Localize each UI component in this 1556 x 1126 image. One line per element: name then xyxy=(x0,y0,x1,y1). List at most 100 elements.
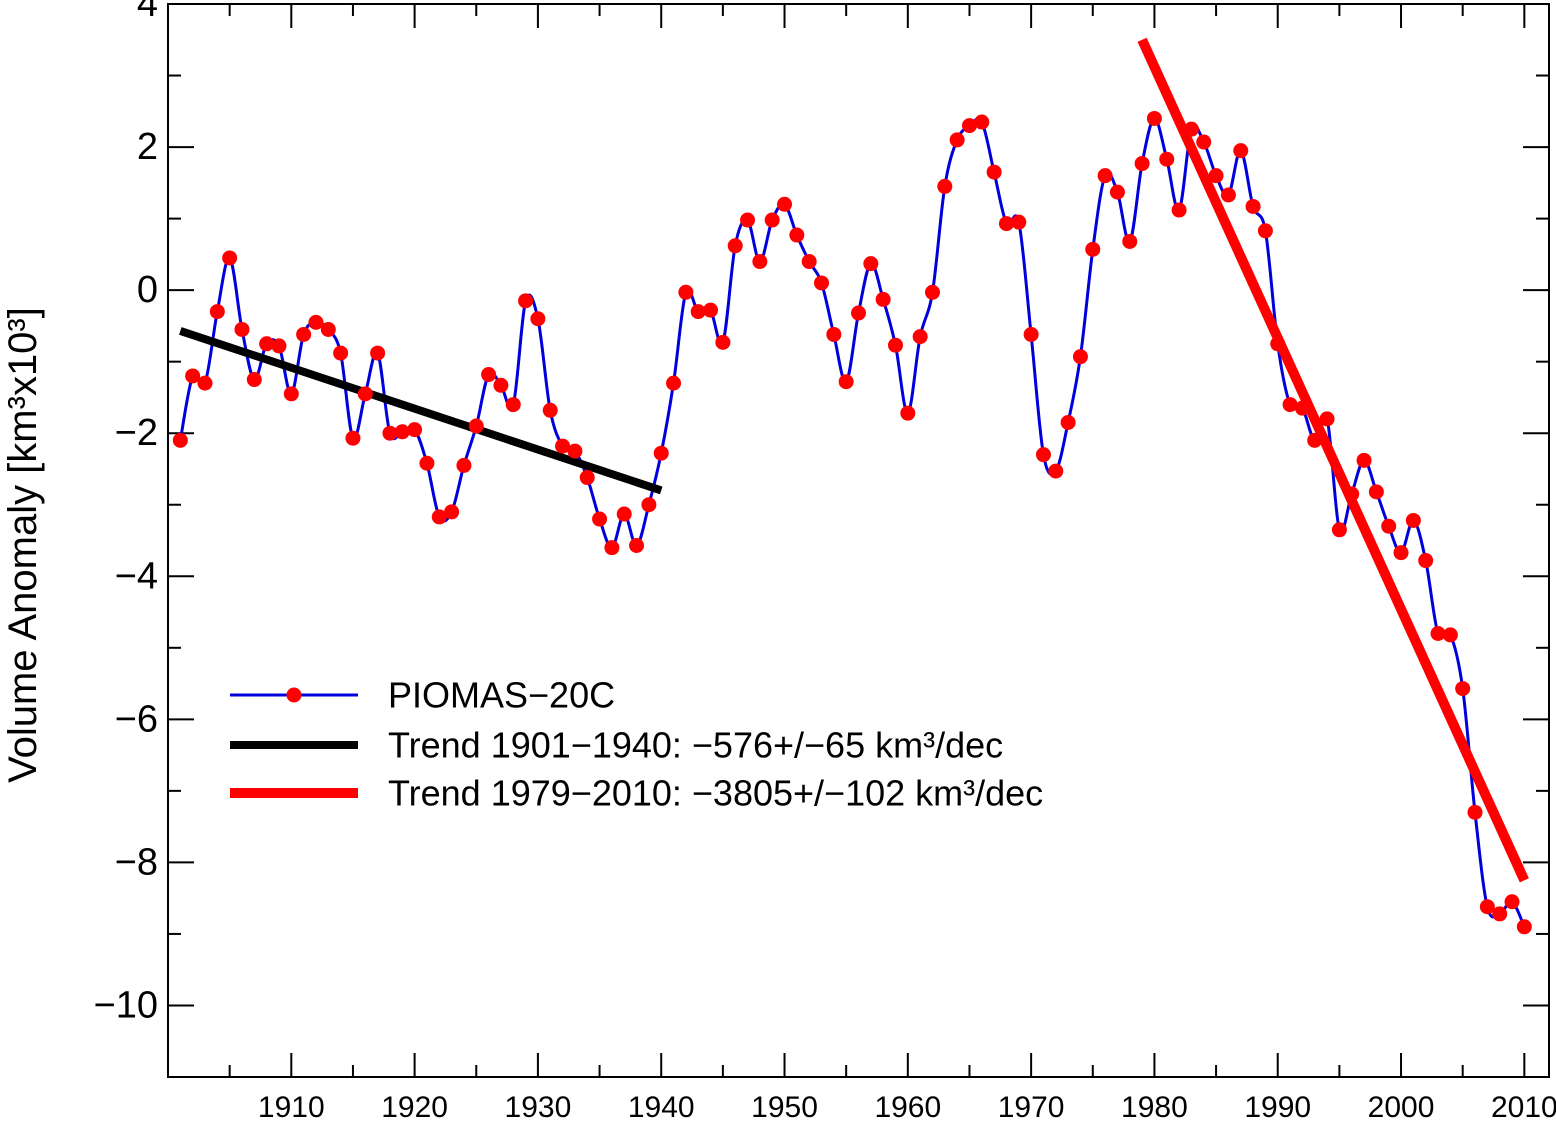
data-point xyxy=(197,375,213,391)
data-point xyxy=(1294,400,1310,416)
data-point xyxy=(345,430,361,446)
data-point xyxy=(937,178,953,194)
data-point xyxy=(1418,553,1434,569)
data-point xyxy=(777,196,793,212)
data-point xyxy=(222,250,238,266)
data-point xyxy=(555,438,571,454)
y-tick-label: −8 xyxy=(115,841,158,883)
data-point xyxy=(1048,463,1064,479)
y-tick-label: 2 xyxy=(137,126,158,168)
plot-frame xyxy=(167,3,1550,1078)
data-point xyxy=(986,164,1002,180)
y-tick-label: 4 xyxy=(137,0,158,25)
data-point xyxy=(333,345,349,361)
data-point xyxy=(900,405,916,421)
data-point xyxy=(382,425,398,441)
data-point xyxy=(283,386,299,402)
data-point xyxy=(604,540,620,556)
data-point xyxy=(851,305,866,321)
y-tick-label: −4 xyxy=(115,555,158,597)
data-point xyxy=(1504,894,1520,910)
data-point xyxy=(1072,349,1088,365)
label-layer: Volume Anomaly [km³x10³] xyxy=(1,307,45,783)
data-point xyxy=(1319,411,1335,427)
data-point xyxy=(740,212,756,228)
data-point xyxy=(801,254,817,270)
x-tick-label: 1980 xyxy=(1121,1091,1188,1124)
data-point xyxy=(1270,336,1286,352)
x-tick-label: 1990 xyxy=(1244,1091,1311,1124)
data-point xyxy=(838,374,854,390)
x-tick-label: 1940 xyxy=(628,1091,695,1124)
data-point xyxy=(320,321,336,337)
data-point xyxy=(1085,241,1101,257)
data-point xyxy=(1159,151,1175,167)
data-point xyxy=(1455,681,1471,697)
data-point xyxy=(641,497,657,513)
data-point xyxy=(764,212,780,228)
data-point xyxy=(1356,452,1372,468)
data-point xyxy=(1393,545,1409,561)
data-point xyxy=(357,386,373,402)
data-point xyxy=(1220,187,1236,203)
data-point xyxy=(431,509,447,525)
data-point xyxy=(394,424,410,440)
data-point xyxy=(1060,414,1076,430)
data-point xyxy=(1146,110,1162,126)
y-tick-label: −2 xyxy=(115,412,158,454)
data-point xyxy=(616,506,632,522)
data-point xyxy=(1233,143,1249,159)
axes-layer: 4 2 0 −2 −4 −6 −8 −10 1910 1920 1930 1940 1950 1960 19… xyxy=(94,0,1556,1124)
data-point xyxy=(1196,134,1212,150)
data-point xyxy=(271,338,287,354)
data-point xyxy=(1183,121,1199,137)
data-point xyxy=(493,377,509,393)
data-point xyxy=(456,457,472,473)
legend-label: PIOMAS−20C xyxy=(388,675,615,716)
data-point xyxy=(419,455,435,471)
data-point xyxy=(579,470,595,486)
y-axis-label: Volume Anomaly [km³x10³] xyxy=(1,307,45,783)
data-point xyxy=(727,238,743,254)
data-point xyxy=(863,256,879,272)
y-tick-label: −10 xyxy=(94,984,158,1026)
data-point xyxy=(1331,522,1347,538)
data-point xyxy=(703,302,719,318)
data-point xyxy=(1442,627,1458,643)
data-point xyxy=(887,337,903,353)
data-point xyxy=(752,254,768,270)
data-point xyxy=(234,321,250,337)
legend-label: Trend 1979−2010: −3805+/−102 km³/dec xyxy=(388,773,1043,814)
y-tick-label: −6 xyxy=(115,698,158,740)
legend-marker-piomas xyxy=(286,687,302,703)
data-point xyxy=(1109,184,1125,200)
data-point xyxy=(1405,512,1421,528)
data-point xyxy=(370,345,386,361)
data-point xyxy=(518,293,534,309)
data-point xyxy=(1344,486,1360,502)
data-point xyxy=(1368,484,1384,500)
data-point xyxy=(789,227,805,243)
data-point xyxy=(678,284,694,300)
data-point xyxy=(715,334,731,350)
data-point xyxy=(998,216,1014,232)
data-point xyxy=(296,326,312,342)
data-point xyxy=(1011,214,1027,230)
data-layer xyxy=(172,37,1532,935)
data-point xyxy=(653,445,669,461)
data-point xyxy=(1492,906,1508,922)
data-point xyxy=(530,311,546,327)
data-point xyxy=(542,402,558,418)
data-point xyxy=(912,329,928,345)
x-tick-label: 1960 xyxy=(874,1091,941,1124)
data-point xyxy=(1467,804,1483,820)
x-tick-label: 1970 xyxy=(998,1091,1065,1124)
x-tick-label: 1920 xyxy=(381,1091,448,1124)
data-point xyxy=(826,326,842,342)
data-point xyxy=(875,291,891,307)
data-point xyxy=(246,372,262,388)
data-point xyxy=(172,432,188,448)
y-tick-label: 0 xyxy=(137,269,158,311)
data-point xyxy=(1245,198,1261,214)
